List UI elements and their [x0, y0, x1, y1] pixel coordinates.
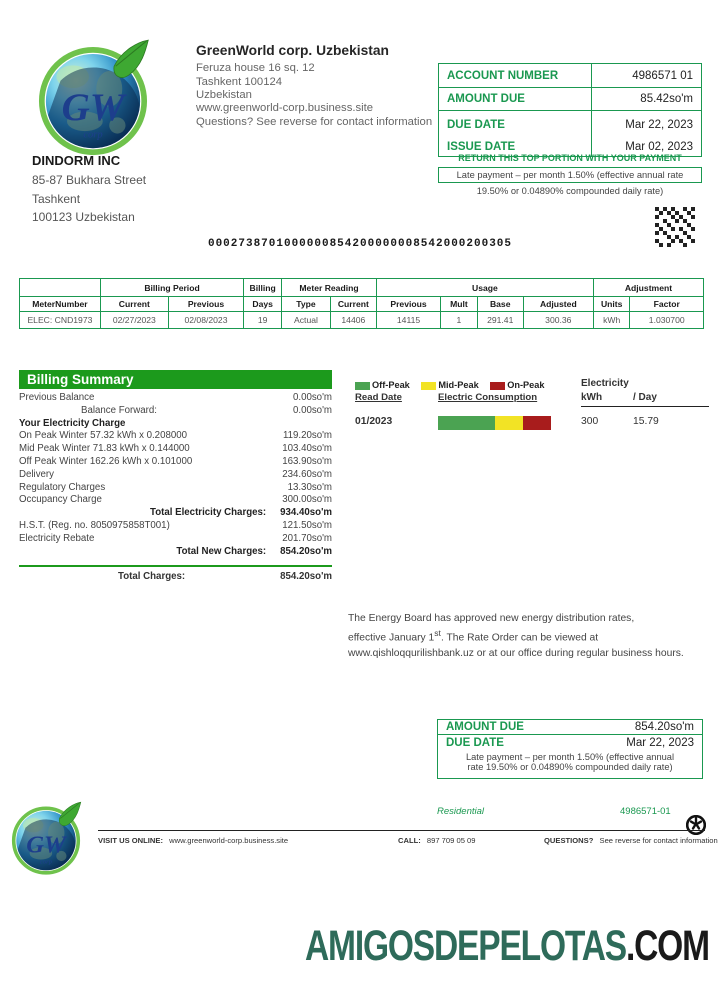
svg-text:corp: corp: [40, 859, 53, 866]
svg-text:corp: corp: [83, 130, 102, 141]
svg-text:GW: GW: [62, 86, 127, 129]
svg-text:GW: GW: [26, 831, 68, 858]
